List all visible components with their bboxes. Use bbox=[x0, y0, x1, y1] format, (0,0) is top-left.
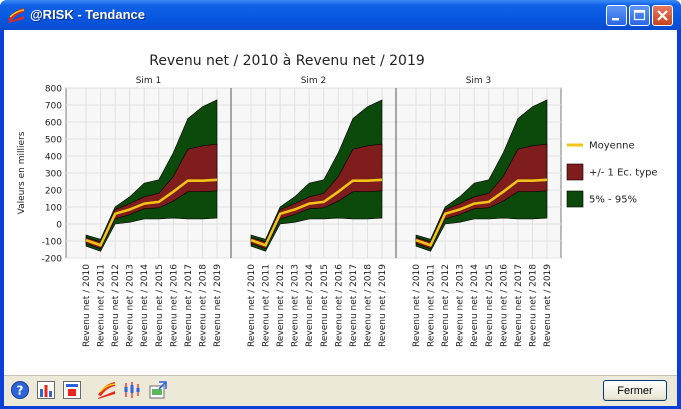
panel-label: Sim 3 bbox=[466, 76, 492, 86]
stats-icon[interactable] bbox=[122, 380, 142, 400]
y-tick-label: 0 bbox=[56, 221, 62, 231]
x-tick-label: Revenu net / 2013 bbox=[126, 264, 136, 347]
close-window-button[interactable] bbox=[652, 5, 673, 26]
x-tick-label: Revenu net / 2011 bbox=[427, 264, 437, 347]
y-tick-label: 200 bbox=[45, 187, 62, 197]
x-tick-label: Revenu net / 2018 bbox=[198, 264, 208, 347]
x-tick-label: Revenu net / 2017 bbox=[184, 264, 194, 347]
title-bar[interactable]: @RISK - Tendance bbox=[0, 0, 681, 30]
legend-swatch bbox=[566, 190, 584, 208]
x-tick-label: Revenu net / 2012 bbox=[276, 264, 286, 347]
mean-line bbox=[415, 178, 548, 247]
minimize-icon bbox=[612, 18, 619, 21]
panel-label: Sim 2 bbox=[301, 76, 327, 86]
panel-label: Sim 1 bbox=[136, 76, 162, 86]
x-tick-label: Revenu net / 2012 bbox=[441, 264, 451, 347]
y-tick-label: -200 bbox=[42, 255, 63, 265]
x-tick-label: Revenu net / 2015 bbox=[320, 264, 330, 347]
x-tick-label: Revenu net / 2014 bbox=[140, 264, 150, 347]
close-button[interactable]: Fermer bbox=[603, 380, 667, 401]
y-tick-label: 100 bbox=[45, 204, 62, 214]
export-icon[interactable] bbox=[148, 380, 168, 400]
legend-label: Moyenne bbox=[589, 141, 635, 152]
std-band-area bbox=[250, 143, 383, 250]
legend-label: 5% - 95% bbox=[589, 195, 637, 206]
y-tick-label: -100 bbox=[42, 238, 63, 248]
x-tick-label: Revenu net / 2012 bbox=[111, 264, 121, 347]
risk-logo-icon bbox=[8, 8, 25, 23]
mean-line bbox=[85, 178, 218, 247]
x-tick-label: Revenu net / 2016 bbox=[499, 264, 509, 347]
x-tick-label: Revenu net / 2017 bbox=[514, 264, 524, 347]
x-tick-label: Revenu net / 2019 bbox=[378, 264, 388, 347]
x-tick-label: Revenu net / 2019 bbox=[213, 264, 223, 347]
window-title: @RISK - Tendance bbox=[30, 7, 146, 22]
x-tick-label: Revenu net / 2015 bbox=[155, 264, 165, 347]
close-icon bbox=[657, 10, 668, 21]
y-tick-label: 400 bbox=[45, 153, 62, 163]
maximize-icon bbox=[633, 9, 646, 21]
x-tick-label: Revenu net / 2019 bbox=[543, 264, 553, 347]
std-band-area bbox=[415, 143, 548, 250]
window-icon[interactable] bbox=[62, 380, 82, 400]
y-tick-label: 500 bbox=[45, 136, 62, 146]
y-tick-label: 700 bbox=[45, 102, 62, 112]
svg-text:?: ? bbox=[17, 384, 24, 398]
y-tick-label: 600 bbox=[45, 119, 62, 129]
y-axis-label: Valeurs en milliers bbox=[17, 131, 27, 214]
x-tick-label: Revenu net / 2017 bbox=[349, 264, 359, 347]
x-tick-label: Revenu net / 2013 bbox=[291, 264, 301, 347]
legend-label: +/- 1 Ec. type bbox=[589, 168, 658, 179]
minimize-button[interactable] bbox=[606, 5, 627, 26]
trend-chart: Revenu net / 2010 à Revenu net / 2019 Val… bbox=[17, 53, 658, 347]
x-tick-label: Revenu net / 2018 bbox=[363, 264, 373, 347]
x-tick-label: Revenu net / 2010 bbox=[412, 264, 422, 347]
std-band-area bbox=[85, 143, 218, 250]
x-tick-label: Revenu net / 2015 bbox=[485, 264, 495, 347]
chart-area: Revenu net / 2010 à Revenu net / 2019 Val… bbox=[4, 30, 677, 375]
status-bar: ? Fermer bbox=[4, 375, 677, 406]
x-tick-label: Revenu net / 2014 bbox=[470, 264, 480, 347]
y-tick-label: 800 bbox=[45, 85, 62, 95]
x-tick-label: Revenu net / 2018 bbox=[528, 264, 538, 347]
x-tick-label: Revenu net / 2014 bbox=[305, 264, 315, 347]
chart-title: Revenu net / 2010 à Revenu net / 2019 bbox=[149, 53, 425, 69]
x-tick-label: Revenu net / 2011 bbox=[262, 264, 272, 347]
x-tick-label: Revenu net / 2016 bbox=[169, 264, 179, 347]
mean-line bbox=[250, 178, 383, 247]
x-tick-label: Revenu net / 2013 bbox=[456, 264, 466, 347]
help-icon[interactable]: ? bbox=[10, 380, 30, 400]
x-tick-label: Revenu net / 2016 bbox=[334, 264, 344, 347]
chart-icon[interactable] bbox=[36, 380, 56, 400]
legend-swatch bbox=[566, 163, 584, 181]
y-tick-label: 300 bbox=[45, 170, 62, 180]
maximize-button[interactable] bbox=[629, 5, 650, 26]
x-tick-label: Revenu net / 2010 bbox=[82, 264, 92, 347]
risk-logo-icon[interactable] bbox=[96, 380, 116, 400]
x-tick-label: Revenu net / 2011 bbox=[97, 264, 107, 347]
x-tick-label: Revenu net / 2010 bbox=[247, 264, 257, 347]
